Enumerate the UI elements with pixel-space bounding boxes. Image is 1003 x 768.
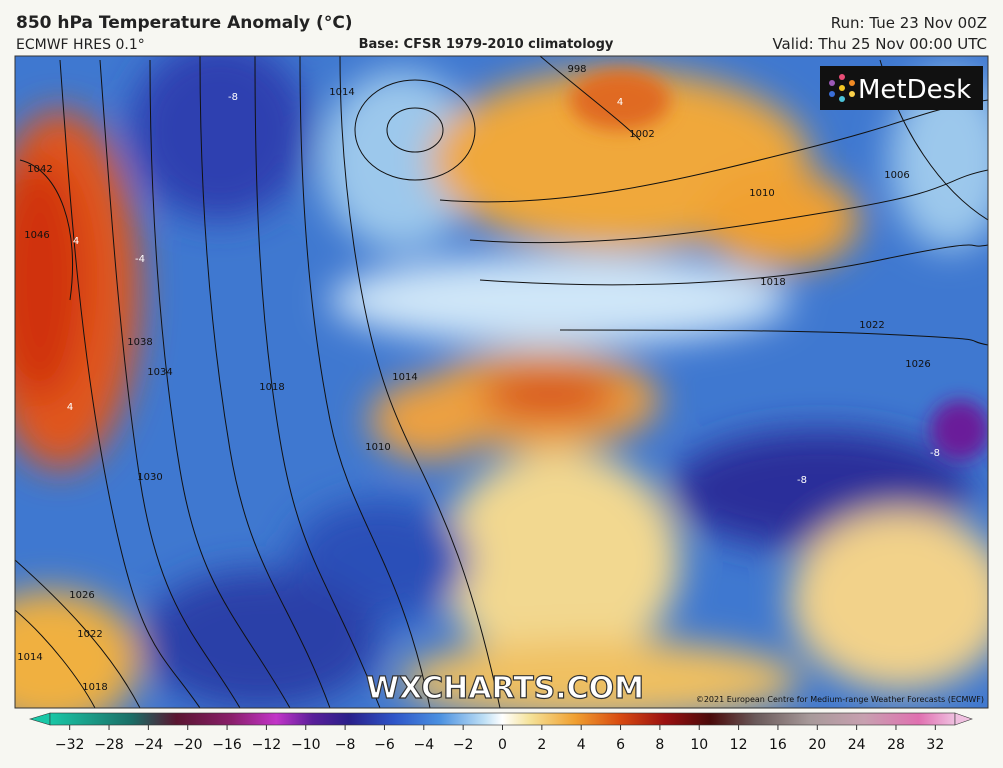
colorbar-label: 28 bbox=[887, 737, 905, 753]
anomaly-label: 4 bbox=[73, 236, 79, 247]
isobar-label: 1018 bbox=[82, 682, 107, 693]
colorbar-label: 4 bbox=[577, 737, 586, 753]
colorbar-label: −4 bbox=[413, 737, 434, 753]
anomaly-label: 4 bbox=[67, 402, 73, 413]
colorbar-label: 0 bbox=[498, 737, 507, 753]
colorbar-label: −6 bbox=[374, 737, 395, 753]
model: ECMWF HRES 0.1° bbox=[16, 37, 145, 53]
isobar-label: 1010 bbox=[749, 188, 774, 199]
isobar-label: 1018 bbox=[259, 382, 284, 393]
isobar-label: 1022 bbox=[77, 629, 102, 640]
valid: Valid: Thu 25 Nov 00:00 UTC bbox=[772, 35, 987, 53]
colorbar-label: 12 bbox=[730, 737, 748, 753]
colorbar-label: −2 bbox=[453, 737, 474, 753]
colorbar-label: 6 bbox=[616, 737, 625, 753]
colorbar-label: 10 bbox=[690, 737, 708, 753]
isobar-label: 1046 bbox=[24, 230, 49, 241]
logo: MetDesk bbox=[820, 66, 983, 110]
colorbar-label: 24 bbox=[848, 737, 866, 753]
colorbar-label: −8 bbox=[335, 737, 356, 753]
colorbar-label: 8 bbox=[655, 737, 664, 753]
colorbar-label: 16 bbox=[769, 737, 787, 753]
isobar-label: 1002 bbox=[629, 129, 654, 140]
isobar-label: 1014 bbox=[329, 87, 354, 98]
colorbar-label: −16 bbox=[212, 737, 242, 753]
colorbar-label: 20 bbox=[808, 737, 826, 753]
colorbar-label: −10 bbox=[291, 737, 321, 753]
isobar-label: 998 bbox=[567, 64, 586, 75]
colorbar-label: −24 bbox=[134, 737, 164, 753]
anomaly-label: -4 bbox=[135, 254, 145, 265]
map: WXCHARTS.COM ©2021 European Centre for M… bbox=[15, 56, 988, 708]
title: 850 hPa Temperature Anomaly (°C) bbox=[16, 13, 353, 33]
colorbar-label: −28 bbox=[94, 737, 124, 753]
isobar-label: 1030 bbox=[137, 472, 162, 483]
colorbar: −32 −28 −24 −20 −16 −12 −10 −8 −6 −4 −2 0 2 4 6 8 10 12 16… bbox=[28, 712, 973, 753]
isobar-label: 1022 bbox=[859, 320, 884, 331]
logo-text: MetDesk bbox=[858, 75, 971, 105]
colorbar-label: −20 bbox=[173, 737, 203, 753]
isobar-label: 1034 bbox=[147, 367, 172, 378]
colorbar-label: 2 bbox=[537, 737, 546, 753]
colorbar-label: −12 bbox=[252, 737, 282, 753]
watermark: WXCHARTS.COM bbox=[366, 671, 644, 706]
copyright: ©2021 European Centre for Medium-range W… bbox=[696, 695, 984, 704]
isobar-label: 1042 bbox=[27, 164, 52, 175]
anomaly-label: -8 bbox=[797, 475, 807, 486]
isobar-label: 1038 bbox=[127, 337, 152, 348]
isobar-label: 1010 bbox=[365, 442, 390, 453]
isobar-label: 1026 bbox=[69, 590, 94, 601]
run: Run: Tue 23 Nov 00Z bbox=[831, 14, 987, 32]
anomaly-label: -8 bbox=[930, 448, 940, 459]
anomaly-label: -8 bbox=[228, 92, 238, 103]
isobar-label: 1006 bbox=[884, 170, 909, 181]
colorbar-label: 32 bbox=[926, 737, 944, 753]
colorbar-label: −32 bbox=[55, 737, 85, 753]
anomaly-label: 4 bbox=[617, 97, 623, 108]
isobar-label: 1014 bbox=[392, 372, 417, 383]
isobar-label: 1018 bbox=[760, 277, 785, 288]
base: Base: CFSR 1979-2010 climatology bbox=[359, 37, 614, 52]
isobar-label: 1014 bbox=[17, 652, 42, 663]
isobar-label: 1026 bbox=[905, 359, 930, 370]
